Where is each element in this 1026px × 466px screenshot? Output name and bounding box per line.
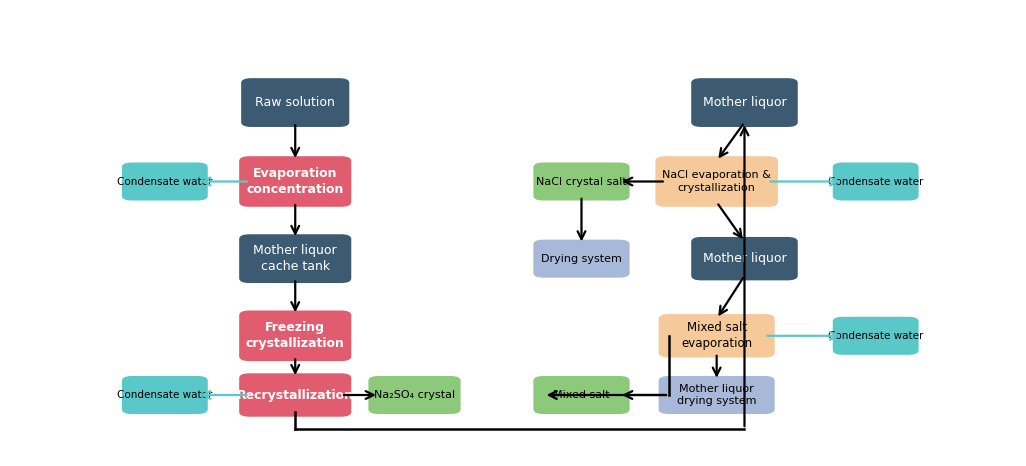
FancyBboxPatch shape [534, 376, 630, 414]
FancyBboxPatch shape [659, 314, 775, 357]
Text: Condensate water: Condensate water [117, 177, 212, 186]
Text: Mixed salt
evaporation: Mixed salt evaporation [681, 321, 752, 350]
Text: Na₂SO₄ crystal: Na₂SO₄ crystal [373, 390, 456, 400]
FancyBboxPatch shape [833, 163, 918, 200]
Text: Recrystallization: Recrystallization [237, 389, 354, 402]
Text: Mixed salt: Mixed salt [553, 390, 609, 400]
FancyBboxPatch shape [659, 376, 775, 414]
Text: Evaporation
concentration: Evaporation concentration [246, 167, 344, 196]
Text: Freezing
crystallization: Freezing crystallization [246, 321, 345, 350]
FancyBboxPatch shape [239, 156, 351, 207]
Text: NaCl evaporation &
crystallization: NaCl evaporation & crystallization [662, 170, 772, 193]
FancyBboxPatch shape [241, 78, 349, 127]
Text: Raw solution: Raw solution [255, 96, 336, 109]
FancyBboxPatch shape [239, 234, 351, 283]
Text: Mother liquor
cache tank: Mother liquor cache tank [253, 244, 338, 273]
Text: Condensate water: Condensate water [828, 331, 923, 341]
Text: Condensate water: Condensate water [828, 177, 923, 186]
Text: NaCl crystal salt: NaCl crystal salt [537, 177, 627, 186]
FancyBboxPatch shape [656, 156, 778, 207]
FancyBboxPatch shape [534, 240, 630, 278]
FancyBboxPatch shape [692, 237, 798, 281]
FancyBboxPatch shape [122, 163, 207, 200]
FancyBboxPatch shape [239, 310, 351, 361]
FancyBboxPatch shape [692, 78, 798, 127]
Text: Mother liquor: Mother liquor [703, 96, 786, 109]
FancyBboxPatch shape [122, 376, 207, 414]
Text: Mother liquor: Mother liquor [703, 252, 786, 265]
Text: Mother liquor
drying system: Mother liquor drying system [677, 384, 756, 406]
FancyBboxPatch shape [534, 163, 630, 200]
Text: Condensate water: Condensate water [117, 390, 212, 400]
FancyBboxPatch shape [368, 376, 461, 414]
FancyBboxPatch shape [239, 373, 351, 417]
FancyBboxPatch shape [833, 317, 918, 355]
Text: Drying system: Drying system [541, 254, 622, 264]
